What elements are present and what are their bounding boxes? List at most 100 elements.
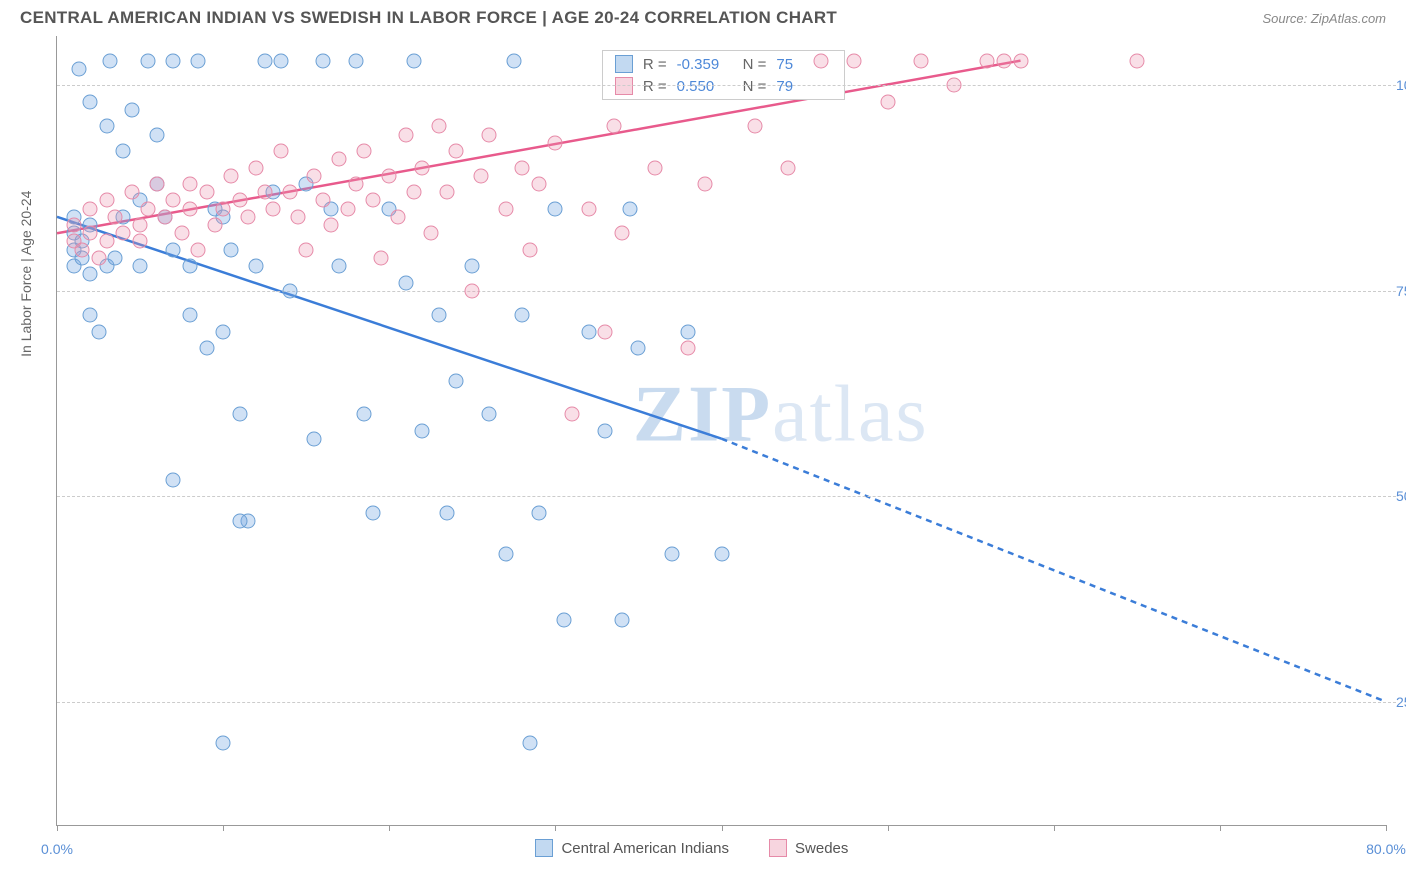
x-tick xyxy=(223,825,224,831)
trend-line xyxy=(57,217,722,439)
scatter-point xyxy=(398,275,413,290)
scatter-point xyxy=(648,160,663,175)
x-tick xyxy=(555,825,556,831)
scatter-point xyxy=(407,185,422,200)
scatter-point xyxy=(274,144,289,159)
scatter-point xyxy=(498,546,513,561)
n-label: N = xyxy=(743,56,767,73)
scatter-point xyxy=(440,505,455,520)
scatter-point xyxy=(182,308,197,323)
scatter-point xyxy=(103,53,118,68)
scatter-point xyxy=(340,201,355,216)
scatter-point xyxy=(141,53,156,68)
scatter-point xyxy=(216,735,231,750)
scatter-point xyxy=(166,193,181,208)
scatter-point xyxy=(74,242,89,257)
scatter-point xyxy=(133,259,148,274)
scatter-point xyxy=(980,53,995,68)
scatter-point xyxy=(1013,53,1028,68)
scatter-point xyxy=(332,152,347,167)
scatter-point xyxy=(465,259,480,274)
scatter-point xyxy=(714,546,729,561)
scatter-point xyxy=(780,160,795,175)
scatter-point xyxy=(448,374,463,389)
scatter-point xyxy=(157,209,172,224)
scatter-point xyxy=(349,53,364,68)
source-label: Source: ZipAtlas.com xyxy=(1262,11,1386,26)
scatter-point xyxy=(66,218,81,233)
scatter-point xyxy=(448,144,463,159)
scatter-point xyxy=(498,201,513,216)
scatter-point xyxy=(116,226,131,241)
scatter-point xyxy=(415,160,430,175)
scatter-point xyxy=(357,407,372,422)
scatter-point xyxy=(747,119,762,134)
x-tick xyxy=(888,825,889,831)
correlation-stats-legend: R = -0.359 N = 75 R = 0.550 N = 79 xyxy=(602,50,846,100)
x-tick xyxy=(722,825,723,831)
y-tick-label: 100.0% xyxy=(1396,77,1406,93)
scatter-point xyxy=(166,472,181,487)
scatter-point xyxy=(232,193,247,208)
x-tick xyxy=(1054,825,1055,831)
scatter-point xyxy=(315,193,330,208)
scatter-point xyxy=(913,53,928,68)
scatter-point xyxy=(814,53,829,68)
gridline xyxy=(57,496,1396,497)
trend-line xyxy=(57,61,1021,234)
scatter-point xyxy=(631,341,646,356)
scatter-point xyxy=(149,176,164,191)
scatter-point xyxy=(282,185,297,200)
scatter-point xyxy=(415,423,430,438)
x-tick xyxy=(389,825,390,831)
scatter-point xyxy=(681,341,696,356)
scatter-point xyxy=(947,78,962,93)
scatter-point xyxy=(365,505,380,520)
scatter-point xyxy=(224,168,239,183)
stats-row-series-1: R = -0.359 N = 75 xyxy=(603,53,845,75)
chart-plot-area: ZIPatlas R = -0.359 N = 75 R = 0.550 N =… xyxy=(56,36,1386,826)
scatter-point xyxy=(257,185,272,200)
scatter-point xyxy=(141,201,156,216)
scatter-point xyxy=(216,324,231,339)
scatter-point xyxy=(224,242,239,257)
y-tick-label: 75.0% xyxy=(1396,283,1406,299)
scatter-point xyxy=(133,218,148,233)
scatter-point xyxy=(307,168,322,183)
scatter-point xyxy=(581,324,596,339)
scatter-point xyxy=(398,127,413,142)
scatter-point xyxy=(623,201,638,216)
scatter-point xyxy=(349,176,364,191)
scatter-point xyxy=(99,119,114,134)
scatter-point xyxy=(99,234,114,249)
scatter-point xyxy=(390,209,405,224)
scatter-point xyxy=(290,209,305,224)
scatter-point xyxy=(432,119,447,134)
scatter-point xyxy=(282,283,297,298)
scatter-point xyxy=(664,546,679,561)
scatter-point xyxy=(182,176,197,191)
x-tick-label: 80.0% xyxy=(1366,841,1406,857)
scatter-point xyxy=(91,324,106,339)
scatter-point xyxy=(166,242,181,257)
scatter-point xyxy=(216,201,231,216)
scatter-point xyxy=(548,201,563,216)
scatter-point xyxy=(232,407,247,422)
scatter-point xyxy=(108,209,123,224)
scatter-point xyxy=(71,61,86,76)
scatter-point xyxy=(83,308,98,323)
legend-label-1: Central American Indians xyxy=(561,840,729,857)
scatter-point xyxy=(191,53,206,68)
scatter-point xyxy=(124,185,139,200)
scatter-point xyxy=(614,226,629,241)
scatter-point xyxy=(241,209,256,224)
scatter-point xyxy=(199,185,214,200)
scatter-point xyxy=(523,242,538,257)
scatter-point xyxy=(257,53,272,68)
scatter-point xyxy=(423,226,438,241)
scatter-point xyxy=(324,218,339,233)
scatter-point xyxy=(174,226,189,241)
scatter-point xyxy=(83,201,98,216)
legend-item-2: Swedes xyxy=(769,839,848,857)
scatter-point xyxy=(548,135,563,150)
